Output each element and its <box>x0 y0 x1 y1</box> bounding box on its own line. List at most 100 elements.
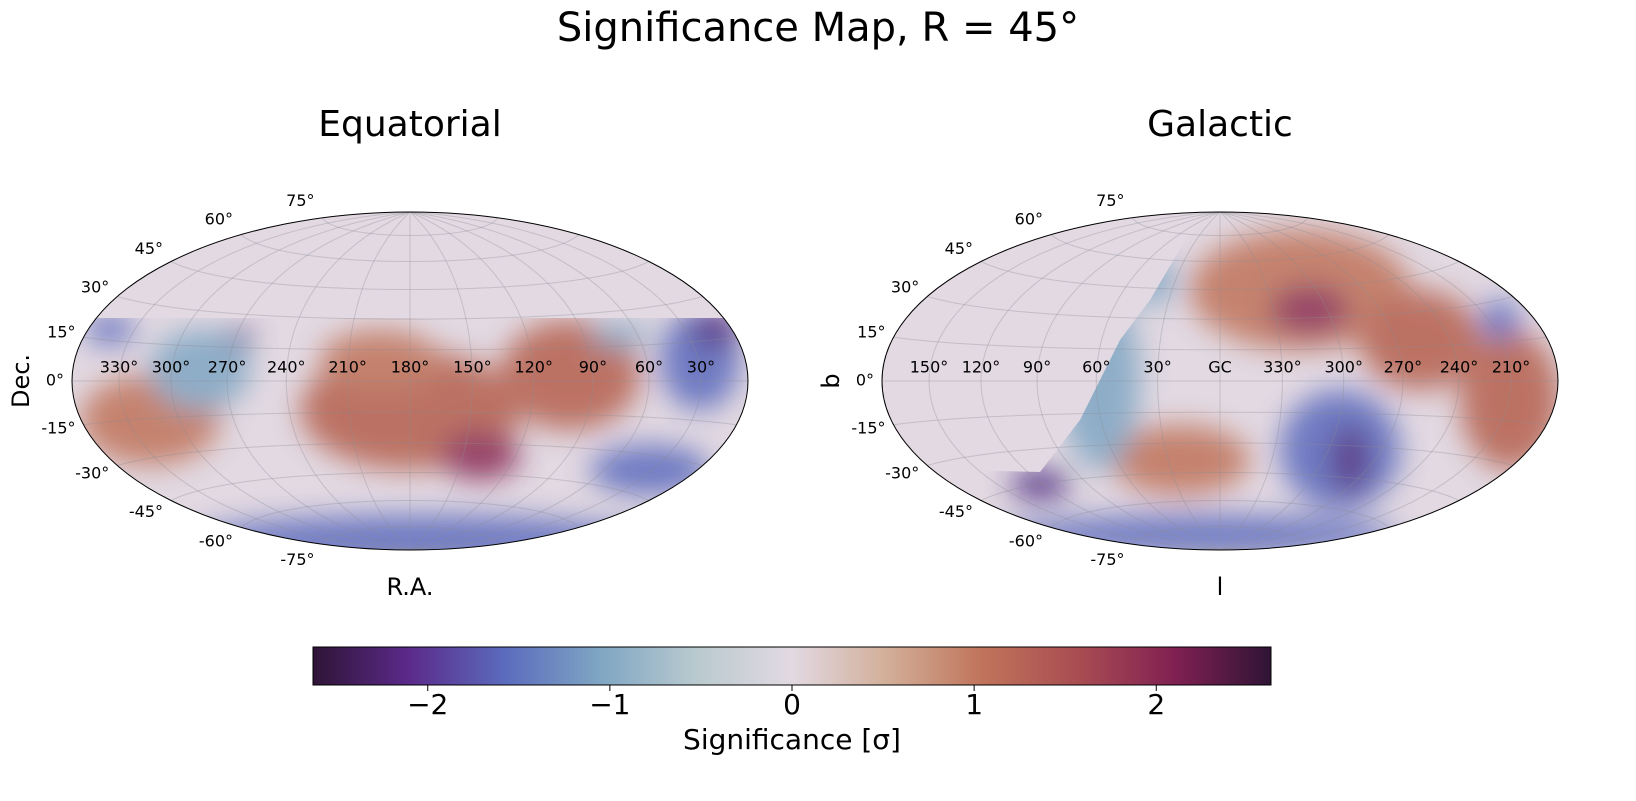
lat-tick-label: -60° <box>1009 532 1043 551</box>
map-title: Galactic <box>1147 104 1293 145</box>
lon-tick-label: 330° <box>100 358 139 377</box>
lat-tick-label: -15° <box>41 419 75 438</box>
lon-tick-label: 210° <box>328 358 367 377</box>
lon-tick-label: 60° <box>1082 358 1110 377</box>
lon-grid-line <box>1095 211 1221 551</box>
lat-grid-line <box>1050 234 1390 263</box>
lat-tick-label: 45° <box>135 239 163 258</box>
lon-tick-label: 30° <box>1143 358 1171 377</box>
lat-tick-label: 60° <box>205 209 233 228</box>
lon-grid-line <box>1219 211 1404 551</box>
lon-grid-line <box>1219 211 1283 551</box>
y-axis-label: Dec. <box>7 354 35 408</box>
colorbar-tick-label: 2 <box>1147 688 1165 721</box>
lon-tick-label: 330° <box>1263 358 1302 377</box>
lon-tick-label: 60° <box>635 358 663 377</box>
lat-tick-label: -15° <box>851 419 885 438</box>
lon-grid-line <box>409 211 473 551</box>
lon-tick-label: 150° <box>910 358 949 377</box>
lon-grid-line <box>118 211 411 551</box>
lat-grid-line <box>322 217 498 237</box>
lat-grid-line <box>927 442 1513 466</box>
lat-grid-line <box>83 336 737 351</box>
lat-grid-line <box>170 471 650 501</box>
y-axis-label: b <box>817 373 845 388</box>
lon-grid-line <box>409 211 650 551</box>
lat-grid-line <box>893 411 1547 426</box>
lat-grid-line <box>1050 499 1390 528</box>
map-title: Equatorial <box>318 104 501 145</box>
lon-tick-label: 270° <box>208 358 247 377</box>
lat-tick-label: -60° <box>199 532 233 551</box>
lat-grid-line <box>1132 217 1308 237</box>
lat-tick-label: -30° <box>75 463 109 482</box>
lat-grid-line <box>170 261 650 291</box>
lat-grid-line <box>117 442 703 466</box>
lon-tick-label: 300° <box>1324 358 1363 377</box>
lon-tick-label: GC <box>1208 358 1232 377</box>
lon-tick-label: 120° <box>514 358 553 377</box>
lon-grid-line <box>409 211 594 551</box>
lat-tick-label: -45° <box>939 502 973 521</box>
lat-tick-label: 75° <box>1096 191 1124 210</box>
lat-tick-label: 75° <box>286 191 314 210</box>
lat-tick-label: 60° <box>1015 209 1043 228</box>
lon-grid-line <box>1219 211 1512 551</box>
lon-grid-line <box>1157 211 1221 551</box>
lon-grid-line <box>226 211 411 551</box>
colorbar-tick-label: 0 <box>783 688 801 721</box>
lon-tick-label: 120° <box>962 358 1001 377</box>
lon-tick-label: 270° <box>1384 358 1423 377</box>
colorbar <box>312 646 1272 686</box>
lon-grid-line <box>409 211 702 551</box>
lat-tick-label: 0° <box>46 371 64 390</box>
lon-tick-label: 240° <box>1440 358 1479 377</box>
lat-tick-label: -75° <box>1090 550 1124 569</box>
lon-grid-line <box>980 211 1221 551</box>
lat-tick-label: 15° <box>47 322 75 341</box>
lat-grid-line <box>240 234 580 263</box>
lat-grid-line <box>980 261 1460 291</box>
lat-grid-line <box>240 499 580 528</box>
lat-tick-label: 30° <box>891 278 919 297</box>
x-axis-label: R.A. <box>386 573 433 601</box>
lon-grid-line <box>928 211 1221 551</box>
lon-grid-line <box>1219 211 1345 551</box>
lon-tick-label: 210° <box>1492 358 1531 377</box>
lat-grid-line <box>893 336 1547 351</box>
lon-grid-line <box>409 211 535 551</box>
lat-grid-line <box>980 471 1460 501</box>
figure-title: Significance Map, R = 45° <box>557 5 1079 51</box>
lat-tick-label: 30° <box>81 278 109 297</box>
lon-grid-line <box>347 211 411 551</box>
lon-tick-label: 30° <box>687 358 715 377</box>
lat-grid-line <box>322 525 498 545</box>
lat-grid-line <box>1132 525 1308 545</box>
lon-grid-line <box>285 211 411 551</box>
lon-grid-line <box>170 211 411 551</box>
lat-tick-label: 45° <box>945 239 973 258</box>
colorbar-tick-label: −2 <box>407 688 448 721</box>
lon-tick-label: 240° <box>267 358 306 377</box>
lat-tick-label: -30° <box>885 463 919 482</box>
lat-tick-label: -75° <box>280 550 314 569</box>
lon-tick-label: 90° <box>579 358 607 377</box>
colorbar-tick-label: −1 <box>589 688 630 721</box>
lon-tick-label: 300° <box>152 358 191 377</box>
map-outline <box>71 211 749 551</box>
lat-tick-label: 15° <box>857 322 885 341</box>
map-outline <box>881 211 1559 551</box>
lat-grid-line <box>117 296 703 320</box>
lat-grid-line <box>927 296 1513 320</box>
colorbar-tick-label: 1 <box>965 688 983 721</box>
colorbar-label: Significance [σ] <box>683 723 901 756</box>
x-axis-label: l <box>1217 573 1224 601</box>
lon-grid-line <box>1219 211 1460 551</box>
lat-tick-label: 0° <box>856 371 874 390</box>
lon-grid-line <box>1036 211 1221 551</box>
lat-tick-label: -45° <box>129 502 163 521</box>
lat-grid-line <box>83 411 737 426</box>
lon-tick-label: 180° <box>391 358 430 377</box>
lon-tick-label: 150° <box>453 358 492 377</box>
